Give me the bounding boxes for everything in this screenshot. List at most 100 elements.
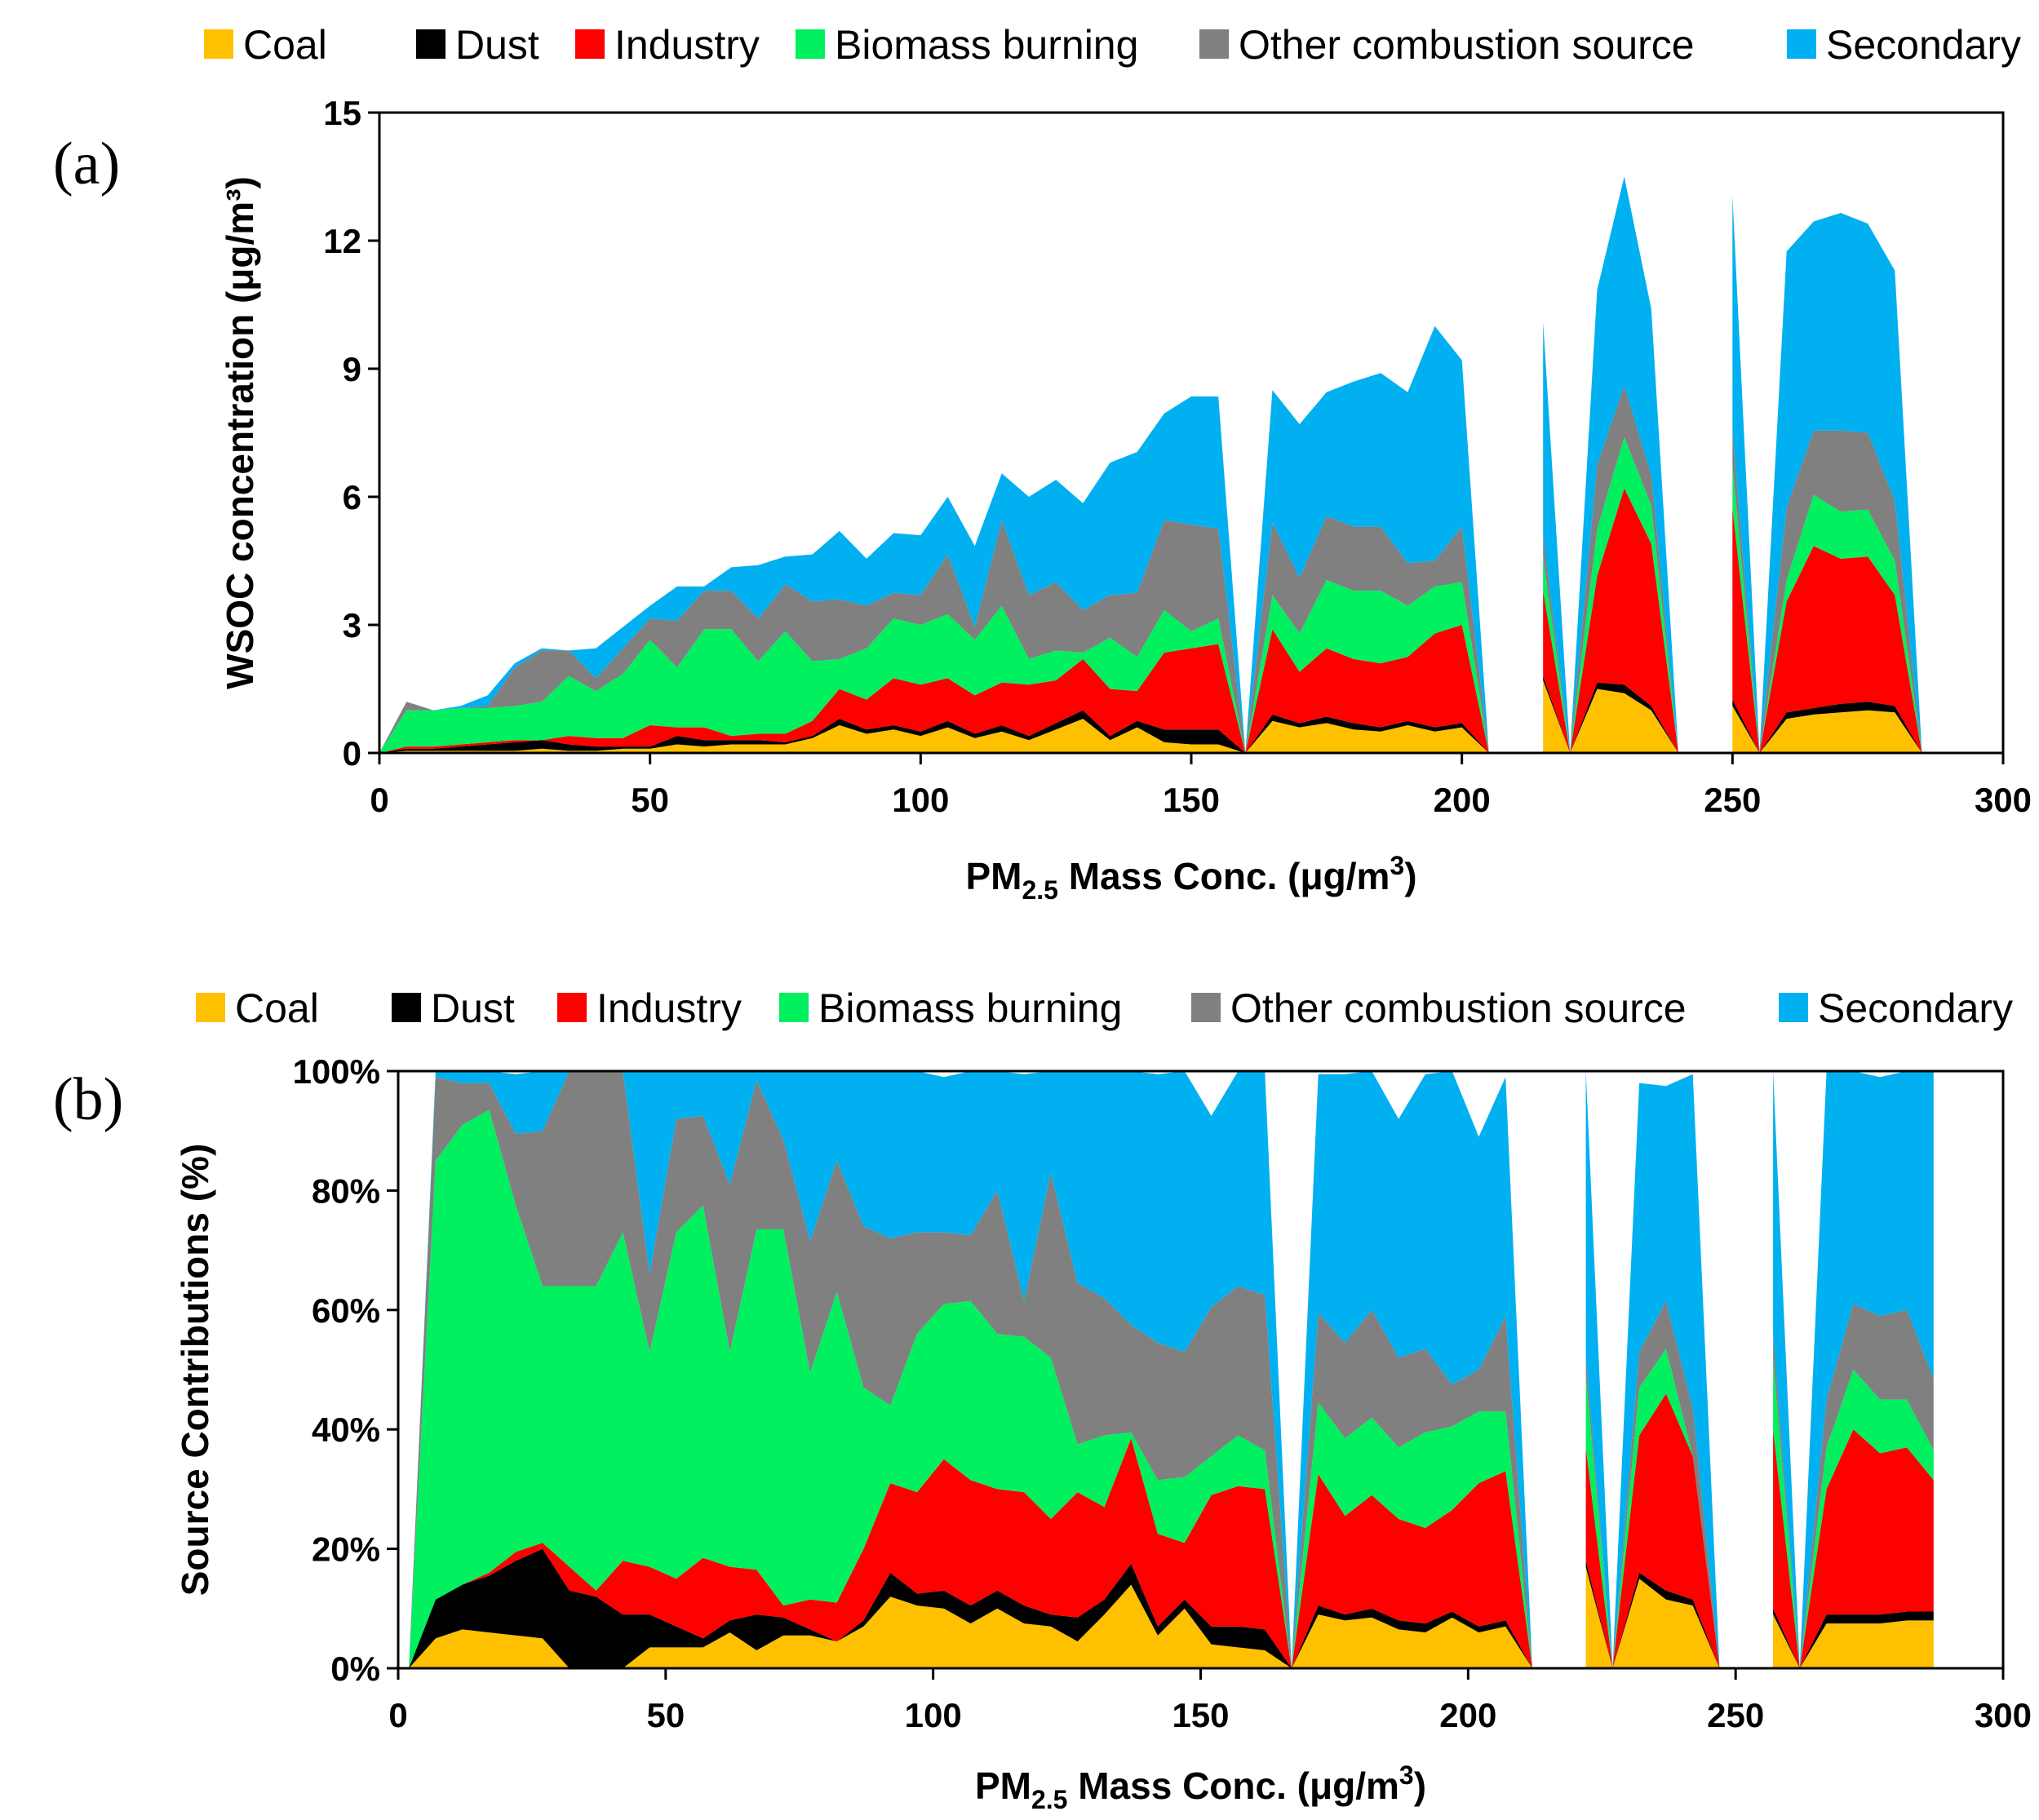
x-axis-label-superscript: 3 [1390,851,1404,880]
area-other-combustion-source-segment-3 [1732,430,1922,753]
area-layers [409,1071,1934,1668]
legend-label: Secondary [1818,985,2013,1031]
y-axis-label: WSOC concentration (μg/m³) [219,176,261,689]
y-tick-label: 0 [343,734,361,773]
y-tick-label: 40% [312,1410,380,1449]
area-biomass-burning-segment-2 [1543,436,1678,753]
y-tick-label: 9 [343,350,361,388]
area-secondary-segment-2 [1543,176,1678,753]
x-axis-label-end: ) [1414,1765,1426,1807]
x-tick-label: 50 [631,781,669,819]
area-biomass-burning-segment-3 [1773,1357,1934,1668]
area-biomass-burning-segment-3 [1732,464,1922,753]
area-coal-segment-1 [379,719,1489,753]
area-secondary-segment-3 [1732,196,1922,753]
x-tick-label: 300 [1975,781,2032,819]
legend-swatch-secondary [1779,993,1808,1022]
x-tick-label: 250 [1707,1696,1764,1734]
y-tick-label: 6 [343,478,361,516]
y-tick-label: 100% [293,1052,380,1091]
legend-label: Industry [596,985,742,1031]
area-coal-segment-2 [1585,1566,1720,1668]
legend-label: Biomass burning [835,22,1138,68]
x-tick-label: 200 [1434,781,1491,819]
chart-panel-a: Coal Dust Industry Biomass burning Other com… [53,22,2032,905]
area-other-combustion-source-segment-2 [1543,385,1678,753]
x-tick-label: 0 [370,781,388,819]
legend-label: Other combustion source [1239,22,1695,68]
x-axis-label-text: Mass Conc. (μg/m [1058,855,1390,897]
area-industry-segment-2 [1585,1393,1720,1668]
x-axis-label: PM2.5 Mass Conc. (μg/m3) [965,851,1416,905]
area-secondary-segment-3 [1773,1071,1934,1668]
x-axis-label-superscript: 3 [1399,1760,1414,1790]
legend-label: Other combustion source [1230,985,1687,1031]
x-axis-label-subscript: 2.5 [1031,1785,1067,1814]
legend-swatch-dust [416,29,445,59]
y-tick-label: 15 [323,94,361,132]
area-coal-segment-1 [409,1584,1533,1668]
x-tick-label: 100 [892,781,949,819]
area-industry-segment-1 [409,1438,1533,1668]
area-biomass-burning-segment-2 [1585,1348,1720,1668]
y-tick-label: 12 [323,222,361,260]
area-other-combustion-source-segment-3 [1773,1304,1934,1668]
area-other-combustion-source-segment-2 [1585,1300,1720,1668]
legend-swatch-biomass-burning [779,993,809,1022]
area-biomass-burning-segment-1 [379,580,1489,753]
legend-swatch-coal [196,993,225,1022]
area-dust-segment-3 [1773,1608,1934,1668]
x-axis-label-main: PM [965,855,1022,897]
x-tick-label: 150 [1172,1696,1229,1734]
x-tick-label: 100 [905,1696,962,1734]
panel-label: (a) [53,131,120,197]
x-axis-label-end: ) [1404,855,1416,897]
legend-swatch-biomass-burning [796,29,825,59]
x-tick-label: 200 [1439,1696,1496,1734]
area-layers [379,176,1922,753]
area-coal-segment-3 [1773,1614,1934,1668]
area-industry-segment-1 [379,625,1489,753]
area-industry-segment-3 [1732,507,1922,753]
chart-panel-b: Coal Dust Industry Biomass burning Other com… [53,985,2032,1814]
area-secondary-segment-2 [1585,1071,1720,1668]
y-tick-label: 0% [330,1650,380,1688]
legend-swatch-industry [575,29,605,59]
x-axis-label: PM2.5 Mass Conc. (μg/m3) [975,1760,1426,1814]
area-dust-segment-1 [409,1548,1533,1668]
area-secondary-segment-1 [379,325,1489,753]
y-axis-label: Source Contributions (%) [174,1144,216,1596]
panel-label: (b) [53,1066,123,1133]
legend-label: Industry [614,22,760,68]
area-other-combustion-source-segment-1 [379,516,1489,753]
area-biomass-burning-segment-1 [409,1109,1533,1668]
y-tick-label: 80% [312,1171,380,1210]
legend-label: Dust [455,22,539,68]
x-axis-label-text: Mass Conc. (μg/m [1067,1765,1398,1807]
x-tick-label: 300 [1975,1696,2032,1734]
area-coal-segment-2 [1543,680,1678,753]
legend-label: Dust [431,985,515,1031]
legend-label: Coal [235,985,319,1031]
area-coal-segment-3 [1732,706,1922,753]
y-tick-label: 20% [312,1530,380,1569]
area-dust-segment-3 [1732,699,1922,753]
y-tick-label: 60% [312,1291,380,1330]
legend-swatch-other-combustion-source [1199,29,1229,59]
x-tick-label: 250 [1704,781,1761,819]
area-industry-segment-2 [1543,488,1678,753]
x-axis-label-main: PM [975,1765,1031,1807]
area-secondary-segment-1 [409,1071,1533,1668]
x-axis-label-subscript: 2.5 [1022,875,1057,905]
area-dust-segment-1 [379,710,1489,753]
x-tick-label: 50 [646,1696,685,1734]
legend-label: Coal [243,22,327,68]
y-tick-label: 3 [343,606,361,644]
legend-swatch-secondary [1787,29,1816,59]
legend-swatch-dust [392,993,421,1022]
legend-swatch-other-combustion-source [1191,993,1221,1022]
legend-label: Biomass burning [818,985,1122,1031]
legend-swatch-industry [557,993,587,1022]
legend-swatch-coal [204,29,233,59]
